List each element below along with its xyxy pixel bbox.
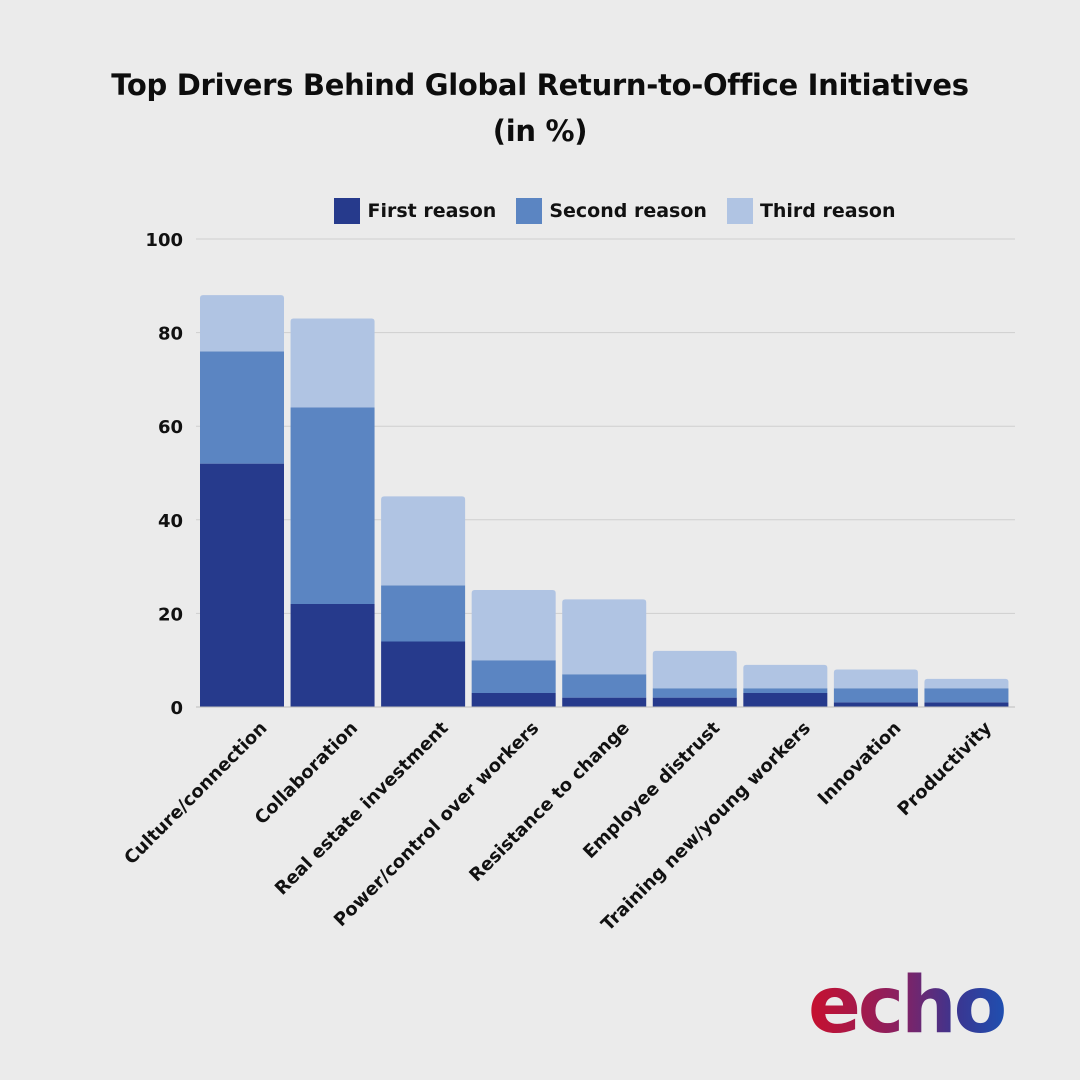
y-tick-label: 60 <box>158 417 183 438</box>
category-label: Productivity <box>894 718 997 821</box>
legend-swatch-third <box>726 198 753 224</box>
bar-segment-third <box>290 318 375 408</box>
legend-swatch-second <box>516 198 543 224</box>
chart-title-line1: Top Drivers Behind Global Return-to-Offi… <box>111 68 969 102</box>
bar-segment-third <box>381 496 466 586</box>
bar-segment-first <box>381 641 466 707</box>
bar-segment-second <box>833 688 918 703</box>
category-label: Resistance to change <box>465 718 633 886</box>
legend-item-third: Third reason <box>726 198 896 224</box>
category-label: Innovation <box>814 718 906 810</box>
bar-segment-second <box>471 660 556 693</box>
legend-item-second: Second reason <box>516 198 707 224</box>
bar-segment-third <box>833 669 918 689</box>
bar-segment-second <box>924 688 1009 703</box>
bar-segment-third <box>652 650 737 689</box>
bar-segment-first <box>562 697 647 707</box>
chart-title-line2: (in %) <box>492 114 588 148</box>
bar-segment-first <box>471 692 556 707</box>
chart-title: Top Drivers Behind Global Return-to-Offi… <box>0 62 1080 154</box>
bar-segment-second <box>290 407 375 605</box>
bar-segment-second <box>381 585 466 642</box>
y-tick-label: 100 <box>145 230 183 251</box>
bar-segment-third <box>471 590 556 661</box>
chart-legend: First reason Second reason Third reason <box>0 198 1080 224</box>
bar-segment-first <box>652 697 737 707</box>
bar-segment-third <box>200 295 284 352</box>
legend-label-second: Second reason <box>549 200 707 222</box>
y-tick-label: 40 <box>158 511 183 532</box>
bar-segment-third <box>562 599 647 675</box>
legend-label-third: Third reason <box>759 200 896 222</box>
bar-segment-third <box>924 678 1009 689</box>
bar-segment-first <box>924 702 1009 707</box>
bar-segment-second <box>743 688 828 693</box>
legend-swatch-first <box>334 198 361 224</box>
category-label: Culture/connection <box>120 718 271 869</box>
bar-segment-second <box>652 688 737 698</box>
y-tick-label: 20 <box>158 604 183 625</box>
bar-segment-first <box>290 604 375 707</box>
bar-segment-second <box>562 674 647 698</box>
y-tick-label: 80 <box>158 324 183 345</box>
bar-segment-third <box>743 664 828 689</box>
logo-text: echo <box>808 962 1005 1051</box>
bar-segment-first <box>833 702 918 707</box>
category-label: Real estate investment <box>271 717 453 899</box>
bar-segment-first <box>743 692 828 707</box>
bar-segment-second <box>200 351 284 464</box>
echo-logo: echo <box>808 962 1008 1051</box>
y-tick-label: 0 <box>170 698 183 719</box>
bar-segment-first <box>200 463 284 707</box>
legend-label-first: First reason <box>367 200 497 222</box>
legend-item-first: First reason <box>334 198 496 224</box>
